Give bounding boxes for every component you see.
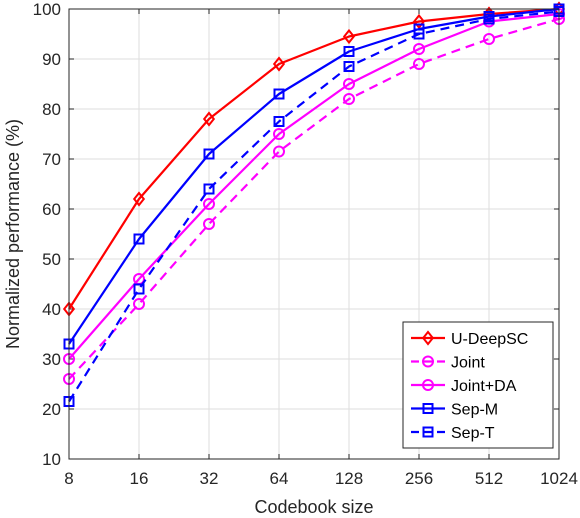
x-tick-label: 256 <box>405 469 433 488</box>
x-tick-labels: 8 16 32 64 128 256 512 1024 <box>64 469 578 488</box>
data-point <box>132 191 146 207</box>
legend-marker <box>422 355 434 368</box>
legend-label: Joint+DA <box>451 378 517 395</box>
data-point <box>343 61 355 72</box>
legend-entry: U-DeepSC <box>411 330 528 348</box>
plot-frame <box>68 8 560 460</box>
series-group <box>62 1 566 407</box>
data-point <box>203 218 215 230</box>
y-tick-labels: 10 20 30 40 50 60 70 80 90 100 <box>33 0 61 469</box>
y-tick-label: 50 <box>42 250 61 269</box>
data-point <box>483 33 495 45</box>
data-point <box>133 233 145 245</box>
y-tick-label: 70 <box>42 150 61 169</box>
data-point <box>133 283 145 295</box>
y-axis-label: Normalized performance (%) <box>3 119 23 349</box>
y-tick-label: 90 <box>42 50 61 69</box>
data-point <box>203 183 215 195</box>
data-point <box>273 88 285 100</box>
x-tick-label: 1024 <box>540 469 578 488</box>
series-line <box>68 17 560 380</box>
legend-label: Sep-T <box>451 425 495 442</box>
x-tick-label: 8 <box>64 469 73 488</box>
y-tick-label: 100 <box>33 0 61 19</box>
data-point <box>413 58 425 70</box>
data-point <box>272 56 286 72</box>
data-point <box>413 28 425 40</box>
data-point <box>343 78 355 90</box>
x-tick-label: 512 <box>475 469 503 488</box>
data-point <box>413 43 425 55</box>
series-line <box>68 7 560 345</box>
x-axis-label: Codebook size <box>254 497 373 517</box>
data-point <box>203 148 215 160</box>
y-tick-label: 60 <box>42 200 61 219</box>
data-point <box>412 13 426 30</box>
x-tick-label: 16 <box>130 469 149 488</box>
data-point <box>273 145 285 158</box>
data-point <box>343 93 355 105</box>
legend-marker <box>422 379 434 391</box>
legend-entry: Sep-T <box>411 425 495 442</box>
data-point <box>133 298 145 310</box>
data-point <box>203 198 215 210</box>
data-point <box>202 111 216 127</box>
data-point <box>343 46 355 57</box>
x-tick-label: 128 <box>335 469 363 488</box>
legend-marker <box>422 426 434 438</box>
legend-entry: Joint+DA <box>411 378 517 395</box>
data-point <box>342 28 356 45</box>
legend-label: Joint <box>451 355 485 372</box>
legend-marker <box>421 330 435 346</box>
x-tick-label: 64 <box>270 469 289 488</box>
y-tick-label: 30 <box>42 350 61 369</box>
data-point <box>273 128 285 140</box>
y-tick-label: 20 <box>42 400 61 419</box>
legend-label: U-DeepSC <box>451 331 528 348</box>
series-line <box>68 12 560 360</box>
y-tick-label: 40 <box>42 300 61 319</box>
y-tick-label: 80 <box>42 100 61 119</box>
legend: U-DeepSC Joint Joint+DA Sep-M Sep-T <box>402 321 554 449</box>
x-tick-label: 32 <box>200 469 219 488</box>
data-point <box>483 13 495 25</box>
legend-marker <box>422 403 434 414</box>
series-line <box>68 7 560 310</box>
series-line <box>68 10 560 403</box>
data-point <box>273 116 285 127</box>
legend-label: Sep-M <box>451 402 498 419</box>
legend-entry: Joint <box>411 355 485 372</box>
legend-entry: Sep-M <box>411 402 498 419</box>
y-tick-label: 10 <box>42 450 61 469</box>
